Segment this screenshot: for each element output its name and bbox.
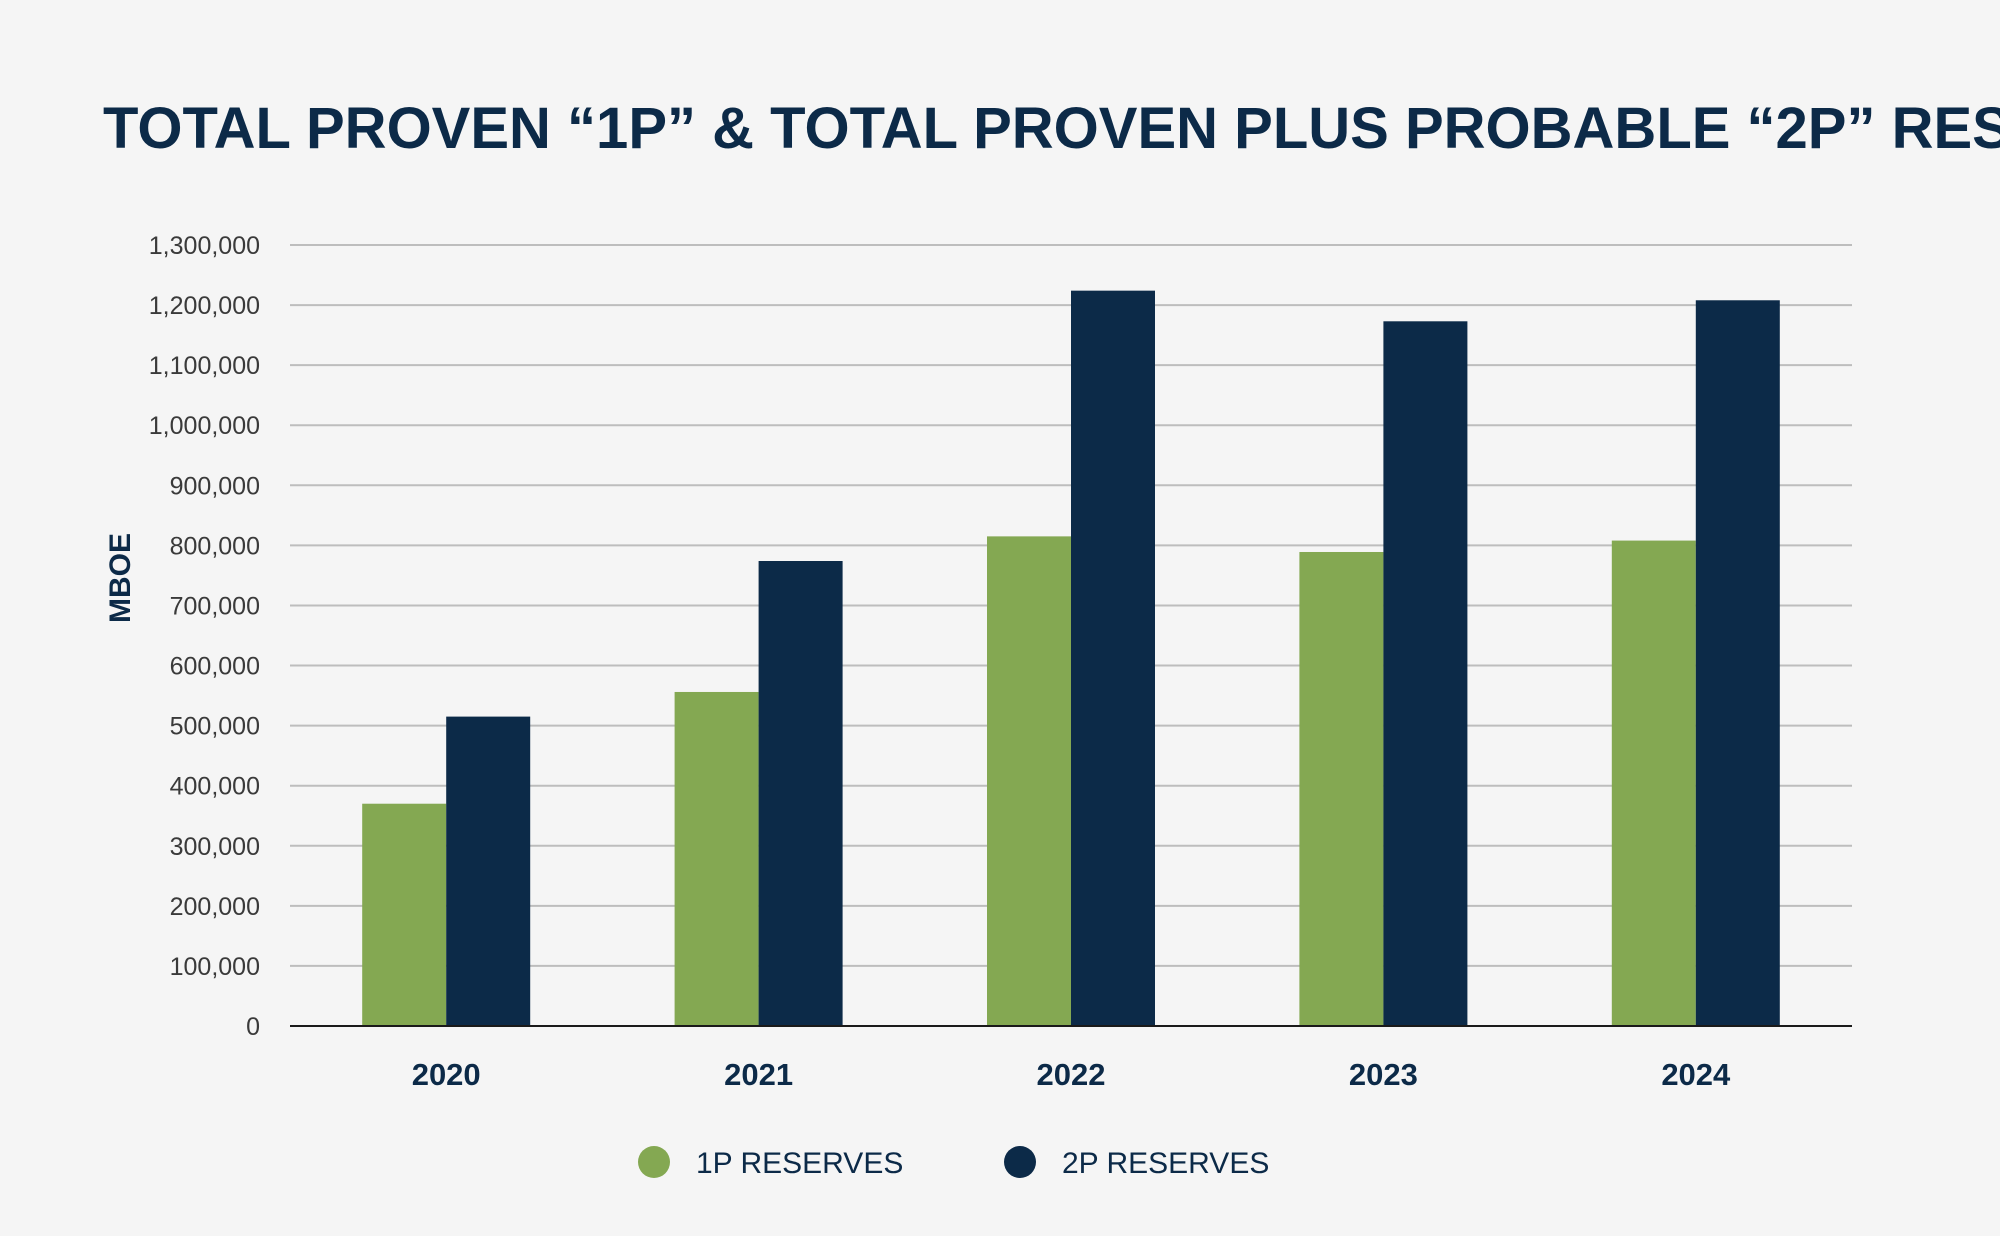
bar-1p-reserves-2023 (1299, 551, 1384, 1026)
y-tick-label: 500,000 (170, 713, 260, 741)
x-tick-label: 2023 (1349, 1057, 1418, 1092)
bar-2p-reserves-2023 (1383, 321, 1468, 1026)
legend: 1P RESERVES 2P RESERVES (638, 1146, 1269, 1180)
bar-2p-reserves-2021 (758, 561, 843, 1026)
legend-label: 1P RESERVES (696, 1147, 903, 1180)
y-tick-label: 0 (246, 1013, 260, 1041)
legend-swatch-1p-reserves (638, 1146, 670, 1178)
x-tick-label: 2024 (1661, 1057, 1731, 1092)
y-tick-label: 700,000 (170, 592, 260, 620)
bar-1p-reserves-2022 (987, 536, 1071, 1026)
y-axis-ticks: 0 100,000 200,000 300,000 400,000 500,000 600,… (149, 232, 260, 1041)
chart-title: TOTAL PROVEN “1P” & TOTAL PROVEN PLUS PR… (103, 96, 2000, 161)
y-tick-label: 900,000 (170, 472, 260, 500)
x-tick-label: 2020 (412, 1057, 481, 1092)
x-tick-label: 2022 (1037, 1057, 1106, 1092)
y-tick-label: 1,300,000 (149, 232, 260, 260)
y-tick-label: 1,000,000 (149, 412, 260, 440)
bar-2p-reserves-2024 (1695, 300, 1780, 1027)
bar-2p-reserves-2020 (446, 716, 531, 1026)
y-tick-label: 1,100,000 (149, 352, 260, 380)
legend-label: 2P RESERVES (1062, 1147, 1269, 1180)
y-tick-label: 100,000 (170, 953, 260, 981)
legend-swatch-2p-reserves (1004, 1146, 1036, 1178)
bar-1p-reserves-2020 (362, 803, 447, 1026)
y-tick-label: 300,000 (170, 833, 260, 861)
x-tick-label: 2021 (724, 1057, 793, 1092)
bars (362, 290, 1780, 1027)
bar-2p-reserves-2022 (1071, 290, 1155, 1026)
x-axis-ticks: 2020 2021 2022 2023 2024 (412, 1057, 1731, 1092)
y-tick-label: 600,000 (170, 653, 260, 681)
y-tick-label: 1,200,000 (149, 292, 260, 320)
y-tick-label: 400,000 (170, 773, 260, 801)
y-axis-label: MBOE (104, 533, 137, 623)
bar-1p-reserves-2021 (674, 691, 759, 1026)
y-tick-label: 200,000 (170, 893, 260, 921)
bar-1p-reserves-2024 (1611, 540, 1696, 1026)
y-tick-label: 800,000 (170, 532, 260, 560)
